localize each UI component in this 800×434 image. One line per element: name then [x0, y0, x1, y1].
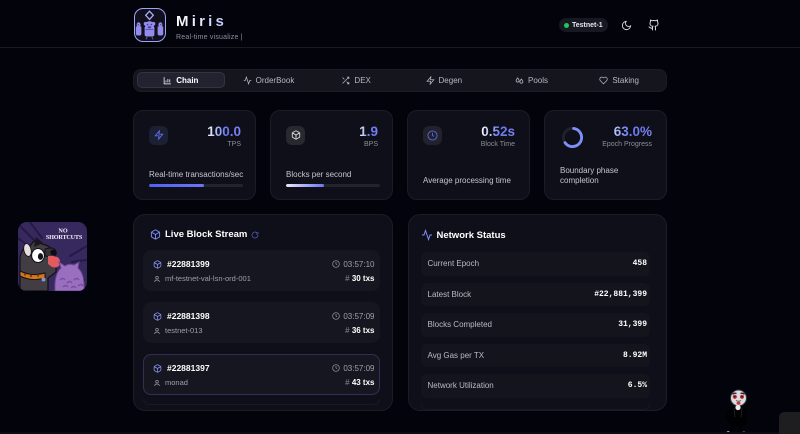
svg-text:NO: NO — [58, 228, 67, 235]
svg-text:SHORTCUTS: SHORTCUTS — [46, 234, 83, 241]
